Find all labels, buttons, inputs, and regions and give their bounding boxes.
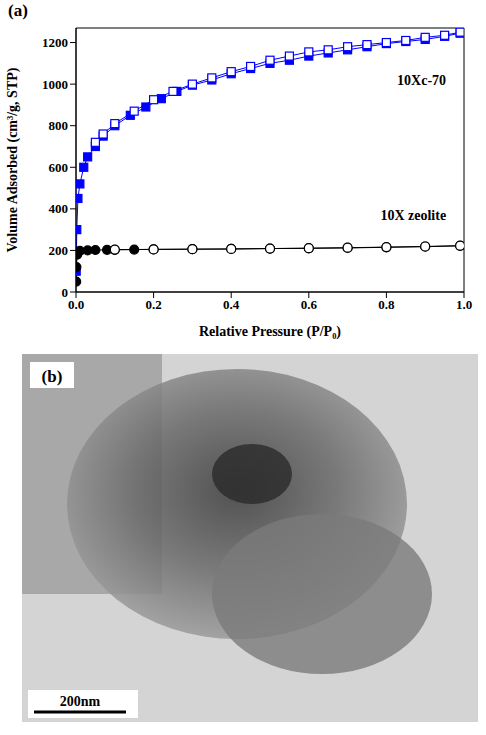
svg-text:0.8: 0.8 [378, 297, 395, 312]
svg-text:Relative Pressure (P/P₀): Relative Pressure (P/P₀) [199, 324, 341, 340]
svg-text:0.6: 0.6 [301, 297, 318, 312]
svg-text:0.4: 0.4 [223, 297, 240, 312]
svg-text:800: 800 [49, 118, 69, 133]
svg-text:1200: 1200 [42, 35, 68, 50]
svg-text:600: 600 [49, 160, 69, 175]
svg-text:0: 0 [62, 285, 69, 300]
svg-text:200: 200 [49, 243, 69, 258]
svg-text:0.0: 0.0 [68, 297, 84, 312]
svg-text:Volume Adsorbed (cm³/g, STP): Volume Adsorbed (cm³/g, STP) [5, 67, 21, 252]
svg-text:0.2: 0.2 [145, 297, 161, 312]
html-text:(a): (a) [8, 1, 28, 20]
svg-text:400: 400 [49, 201, 69, 216]
svg-text:10Xc-70: 10Xc-70 [397, 73, 446, 88]
svg-text:1.0: 1.0 [456, 297, 472, 312]
svg-text:200nm: 200nm [60, 694, 101, 709]
svg-text:1000: 1000 [42, 77, 68, 92]
svg-text:10X zeolite: 10X zeolite [380, 208, 446, 223]
svg-text:(b): (b) [42, 367, 63, 386]
